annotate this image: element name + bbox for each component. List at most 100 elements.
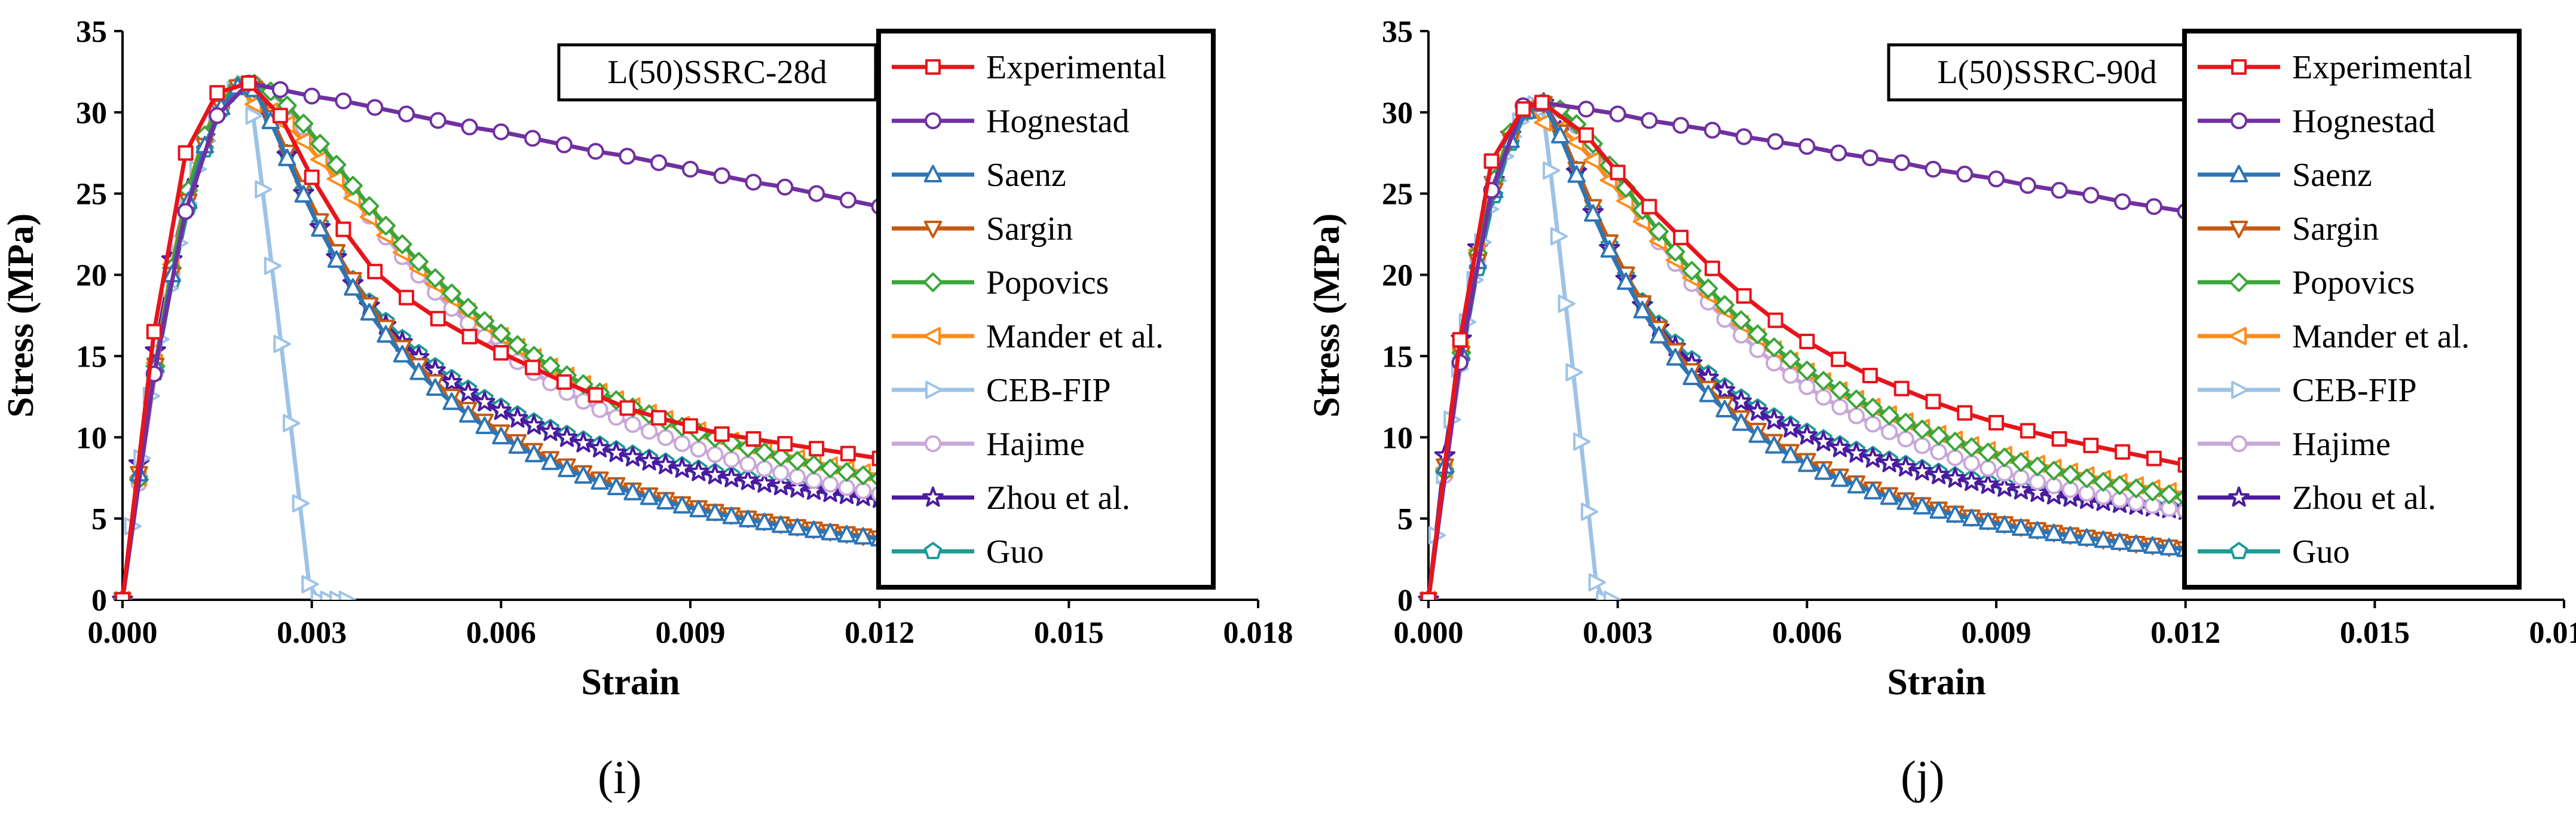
chart-j-point-zhou-et-al	[1780, 417, 1801, 438]
chart-j-legend: Experimental Hognestad Saenz Sargin Popovics…	[2182, 29, 2522, 590]
chart-i-point-hognestad	[839, 191, 856, 209]
chart-i-point-zhou-et-al	[770, 475, 792, 496]
chart-i-point-hajime	[723, 451, 740, 468]
chart-i-ytick-label: 10	[76, 421, 107, 455]
chart-j-point-popovics	[1797, 361, 1817, 380]
chart-j-point-popovics	[1665, 242, 1685, 262]
chart-i-point-experimental	[556, 374, 572, 390]
chart-j-xtick-label: 0.009	[1962, 616, 2032, 650]
chart-j-ytick-label: 0	[1397, 584, 1413, 618]
chart-i-point-saenz	[442, 392, 461, 410]
chart-i-point-experimental	[809, 441, 825, 457]
chart-j-point-hajime	[1947, 449, 1964, 466]
chart-j-point-popovics	[2143, 481, 2162, 502]
chart-j-point-saenz	[2159, 538, 2179, 556]
chart-j-point-saenz	[1798, 454, 1816, 472]
chart-i-point-mander-et-al	[326, 169, 344, 188]
chart-i-legend-entry-mander-et-al: Mander et al.	[892, 318, 1164, 355]
chart-i-point-saenz	[722, 507, 741, 524]
chart-j-xtick-label: 0.012	[2150, 616, 2220, 650]
chart-i-point-hognestad	[650, 154, 668, 172]
chart-i-point-popovics	[491, 324, 511, 343]
chart-i-point-popovics	[804, 454, 824, 475]
chart-i-point-hognestad	[776, 178, 794, 196]
chart-j-point-hajime	[1815, 389, 1832, 406]
chart-j-point-zhou-et-al	[2010, 479, 2032, 500]
chart-i-point-zhou-et-al	[737, 469, 759, 490]
chart-j-point-experimental	[1641, 199, 1657, 215]
chart-j-point-hajime	[1798, 378, 1816, 395]
chart-i-legend-marker-hognestad	[924, 112, 942, 130]
chart-i-point-saenz	[853, 527, 873, 545]
chart-i-point-experimental	[714, 426, 730, 442]
chart-j-point-hajime	[1880, 423, 1898, 441]
chart-i-point-popovics	[343, 176, 363, 196]
chart-i-point-saenz	[804, 520, 823, 538]
chart-j-line-saenz	[1426, 102, 2186, 600]
chart-j-legend-marker-ceb-fip	[2231, 380, 2249, 399]
chart-j-point-saenz	[2110, 532, 2129, 550]
chart-j-xtick-label: 0.003	[1583, 616, 1653, 650]
chart-panel-i: 0.000 0.003 0.006 0.009 0.012 0.015 0.018 0 5 10 1…	[1, 15, 1293, 703]
chart-i-title: L(50)SSRC-28d	[607, 54, 827, 91]
chart-i-point-zhou-et-al	[803, 480, 825, 500]
chart-j-point-saenz	[1896, 492, 1915, 510]
chart-i-point-experimental	[619, 400, 635, 416]
chart-j-point-popovics	[2027, 456, 2048, 477]
chart-i-point-saenz	[821, 523, 840, 541]
chart-j-point-experimental	[2115, 444, 2131, 460]
chart-j-point-ceb-fip	[1565, 363, 1583, 382]
chart-i-point-saenz	[311, 219, 329, 237]
chart-i-point-ceb-fip	[245, 106, 263, 125]
chart-j-point-mander-et-al	[1583, 151, 1601, 170]
chart-j-point-experimental	[1515, 101, 1531, 117]
chart-j-point-saenz	[2028, 521, 2047, 539]
chart-j-point-hajime	[1930, 443, 1947, 460]
chart-i-point-zhou-et-al	[507, 407, 528, 428]
chart-i-point-zhou-et-al	[671, 457, 693, 478]
chart-j-point-popovics	[1764, 337, 1784, 358]
chart-i-point-saenz	[508, 436, 527, 454]
chart-i-point-experimental	[651, 410, 667, 426]
chart-j-point-popovics	[2126, 478, 2146, 499]
chart-i-point-experimental	[146, 324, 162, 340]
chart-j-point-hajime	[1864, 416, 1881, 433]
chart-j-point-ceb-fip	[1543, 161, 1561, 180]
chart-j-point-zhou-et-al	[1846, 442, 1867, 463]
chart-i-point-hajime	[641, 423, 658, 440]
chart-i-legend-label-hajime: Hajime	[986, 426, 1085, 463]
chart-i-point-hognestad	[587, 142, 604, 160]
chart-j-point-popovics	[1945, 432, 1965, 451]
chart-i-point-hognestad	[555, 136, 573, 154]
chart-j-legend-marker-hognestad	[2230, 112, 2248, 130]
chart-i-xtick-label: 0.009	[656, 616, 726, 650]
chart-j-legend-label-experimental: Experimental	[2292, 49, 2473, 86]
chart-j-point-experimental	[2020, 423, 2036, 439]
chart-j-point-saenz	[1617, 272, 1635, 290]
chart-i-point-saenz	[409, 362, 428, 380]
chart-j-point-hognestad	[2082, 187, 2100, 204]
chart-j-point-experimental	[1831, 351, 1847, 367]
chart-i-legend-label-ceb-fip: CEB-FIP	[986, 372, 1111, 409]
chart-j-point-popovics	[1830, 380, 1850, 401]
chart-i-point-popovics	[837, 462, 856, 482]
chart-i-point-ceb-fip	[283, 414, 301, 432]
chart-i-point-zhou-et-al	[688, 460, 709, 481]
chart-i-point-saenz	[591, 472, 609, 490]
chart-i-point-zhou-et-al	[721, 466, 742, 487]
chart-j-point-experimental	[1767, 312, 1783, 328]
chart-j-point-zhou-et-al	[1895, 456, 1917, 477]
chart-j-point-saenz	[1880, 487, 1899, 505]
chart-j-point-popovics	[2110, 475, 2130, 495]
chart-j-point-ceb-fip	[1573, 432, 1591, 451]
chart-j-point-saenz	[2012, 518, 2030, 536]
chart-j-legend-label-ceb-fip: CEB-FIP	[2292, 372, 2417, 409]
chart-i-xtick-label: 0.000	[88, 616, 158, 650]
chart-i-ytick-label: 15	[76, 340, 107, 374]
chart-j-point-zhou-et-al	[1829, 437, 1851, 457]
chart-i-point-experimental	[588, 387, 604, 403]
chart-j-point-saenz	[2127, 534, 2146, 552]
chart-j-legend-entry-hajime: Hajime	[2198, 426, 2391, 463]
chart-i-point-hognestad	[808, 185, 825, 202]
chart-i-point-hognestad	[397, 105, 415, 123]
